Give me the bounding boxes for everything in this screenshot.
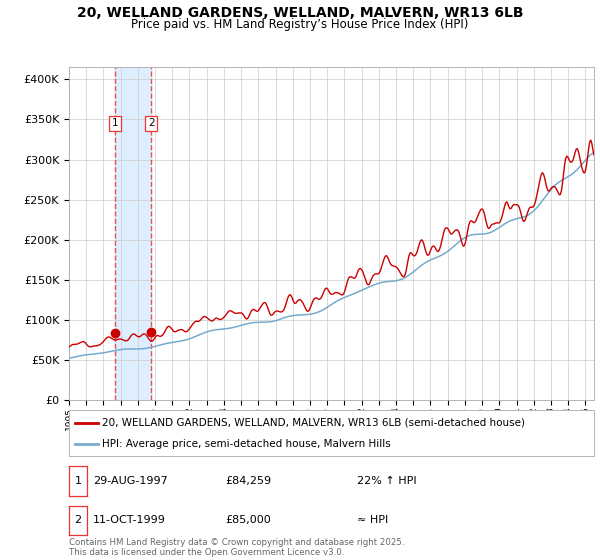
Text: 11-OCT-1999: 11-OCT-1999: [93, 515, 166, 525]
Text: Price paid vs. HM Land Registry’s House Price Index (HPI): Price paid vs. HM Land Registry’s House …: [131, 18, 469, 31]
Bar: [115, 67, 151, 400]
Text: £85,000: £85,000: [225, 515, 271, 525]
Text: £84,259: £84,259: [225, 476, 271, 486]
Text: 1: 1: [112, 118, 118, 128]
Text: 1: 1: [74, 476, 82, 486]
Text: HPI: Average price, semi-detached house, Malvern Hills: HPI: Average price, semi-detached house,…: [101, 439, 391, 449]
Text: 20, WELLAND GARDENS, WELLAND, MALVERN, WR13 6LB: 20, WELLAND GARDENS, WELLAND, MALVERN, W…: [77, 6, 523, 20]
Text: ≈ HPI: ≈ HPI: [357, 515, 388, 525]
Text: 29-AUG-1997: 29-AUG-1997: [93, 476, 168, 486]
Text: 20, WELLAND GARDENS, WELLAND, MALVERN, WR13 6LB (semi-detached house): 20, WELLAND GARDENS, WELLAND, MALVERN, W…: [101, 418, 524, 428]
Text: 2: 2: [74, 515, 82, 525]
Text: 22% ↑ HPI: 22% ↑ HPI: [357, 476, 416, 486]
Text: Contains HM Land Registry data © Crown copyright and database right 2025.
This d: Contains HM Land Registry data © Crown c…: [69, 538, 404, 557]
Text: 2: 2: [148, 118, 155, 128]
